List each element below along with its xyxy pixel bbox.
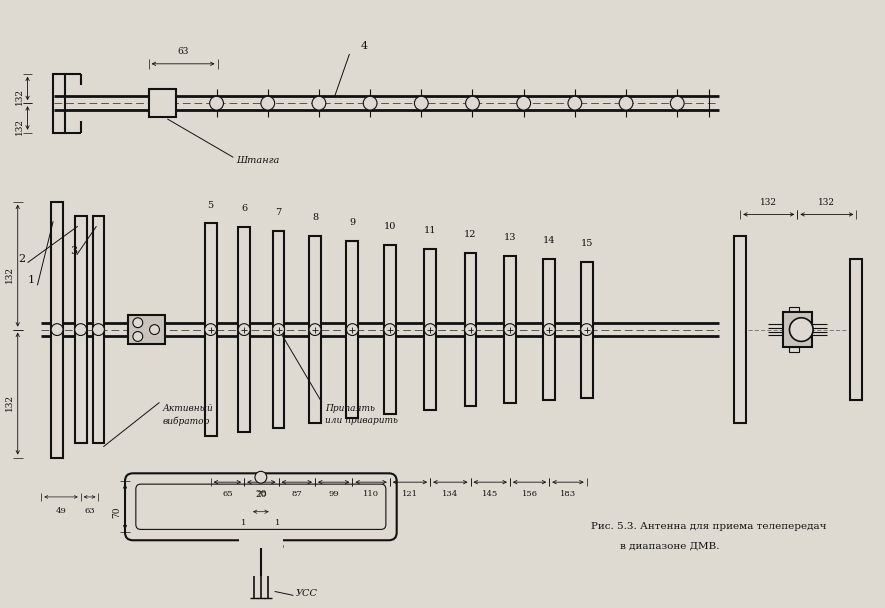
Text: 6: 6 [241,204,247,213]
Circle shape [465,323,476,336]
Text: 132: 132 [15,118,24,135]
Text: 10: 10 [383,222,396,231]
Circle shape [51,323,63,336]
Bar [543,259,555,401]
Bar [581,261,593,398]
Bar [239,530,282,548]
Text: 99: 99 [328,490,339,498]
Circle shape [150,325,159,334]
Circle shape [273,323,284,336]
Bar [128,315,165,344]
Text: 132: 132 [5,266,14,283]
Bar [75,216,87,443]
Text: или приварить: или приварить [325,416,397,425]
Text: вибратор: вибратор [163,416,210,426]
Bar [504,256,516,404]
Text: 156: 156 [521,490,537,498]
Text: 49: 49 [56,507,66,515]
Text: 121: 121 [402,490,418,498]
Bar [93,216,104,443]
Text: 20: 20 [255,490,266,499]
Circle shape [133,318,142,328]
Circle shape [384,323,396,336]
Text: 132: 132 [819,198,835,207]
Circle shape [581,323,593,336]
Bar [347,241,358,418]
Text: 3: 3 [70,246,77,256]
Text: 70: 70 [112,507,121,518]
Text: 183: 183 [560,490,576,498]
Circle shape [347,323,358,336]
Bar [789,347,799,352]
Circle shape [517,96,531,110]
Circle shape [309,323,321,336]
Circle shape [261,96,274,110]
Text: Активный: Активный [163,404,213,413]
Text: 132: 132 [760,198,777,207]
Circle shape [75,323,87,336]
Text: 1: 1 [242,519,247,527]
Text: 9: 9 [350,218,356,227]
Circle shape [568,96,581,110]
Text: 132: 132 [15,88,24,105]
Text: Рис. 5.3. Антенна для приема телепередач: Рис. 5.3. Антенна для приема телепередач [590,522,826,531]
Bar [309,236,321,423]
Text: Штанга: Штанга [236,156,280,165]
Circle shape [424,323,436,336]
Text: 11: 11 [424,226,436,235]
Bar [238,227,250,432]
Text: 87: 87 [291,490,302,498]
Text: 145: 145 [482,490,498,498]
Text: 15: 15 [581,239,593,248]
Circle shape [204,323,217,336]
Circle shape [466,96,480,110]
Text: 12: 12 [465,230,477,239]
Bar [789,307,799,312]
Bar [735,236,746,423]
Text: 2: 2 [18,254,25,264]
Circle shape [255,471,266,483]
Bar [51,202,63,458]
Bar [782,312,812,347]
Bar [247,530,274,544]
Circle shape [363,96,377,110]
Text: 1: 1 [28,275,35,285]
Text: 63: 63 [177,47,189,56]
Text: 1: 1 [275,519,281,527]
Bar [850,259,862,401]
Text: 4: 4 [361,41,368,51]
Text: 7: 7 [275,209,281,218]
Bar [53,74,65,133]
Text: 75: 75 [256,490,266,498]
Text: 110: 110 [363,490,379,498]
Bar [384,245,396,414]
Circle shape [670,96,684,110]
Circle shape [414,96,428,110]
Circle shape [312,96,326,110]
Text: 65: 65 [222,490,233,498]
Text: 132: 132 [5,393,14,410]
Circle shape [210,96,223,110]
Bar [424,249,436,410]
Text: 14: 14 [543,236,556,245]
Text: Припаять: Припаять [325,404,374,413]
Text: в диапазоне ДМВ.: в диапазоне ДМВ. [620,542,720,551]
Circle shape [504,323,516,336]
Circle shape [133,331,142,342]
Circle shape [789,318,813,342]
Circle shape [620,96,633,110]
Bar [273,231,284,428]
Circle shape [93,323,104,336]
Text: 134: 134 [442,490,458,498]
Bar [465,253,476,406]
Circle shape [238,323,250,336]
Text: 63: 63 [84,507,95,515]
Bar [149,89,176,117]
Text: 8: 8 [312,213,318,223]
Text: УСС: УСС [296,589,318,598]
Text: 13: 13 [504,233,516,242]
Circle shape [543,323,555,336]
Text: 5: 5 [208,201,213,210]
Bar [204,223,217,436]
